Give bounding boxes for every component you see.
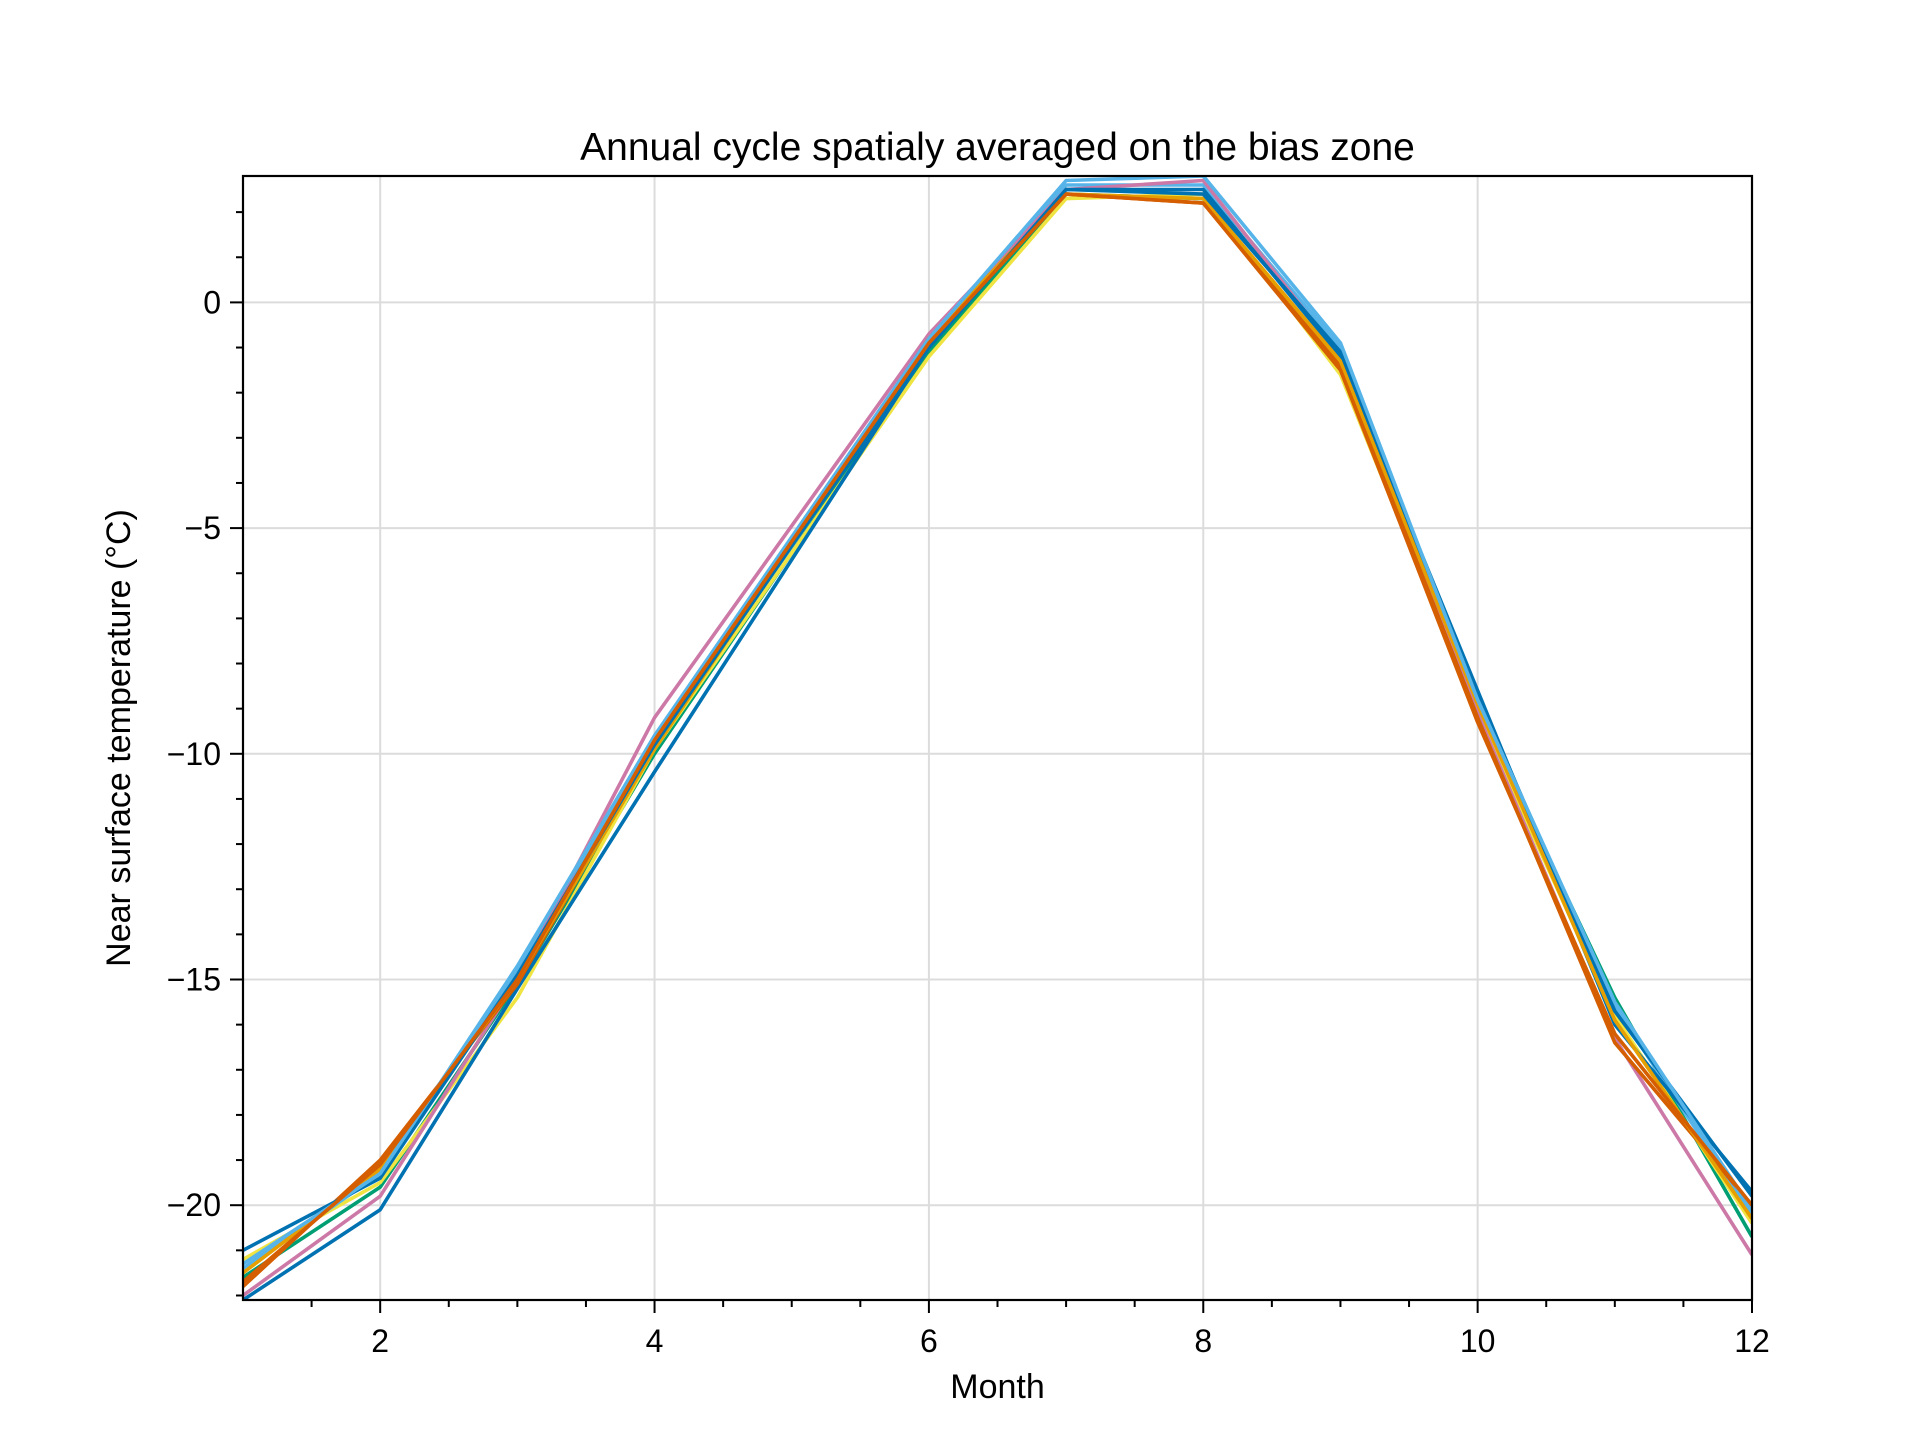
x-axis-label: Month xyxy=(950,1368,1045,1406)
chart-title: Annual cycle spatialy averaged on the bi… xyxy=(580,126,1415,169)
series-line-1 xyxy=(243,192,1752,1279)
series-layer xyxy=(243,176,1752,1300)
tick-layer: 2 4 6 8 10 12 0 −5 −10 −15 −20 xyxy=(167,211,1770,1359)
x-tick-label: 2 xyxy=(371,1323,389,1359)
series-line-10 xyxy=(243,192,1752,1284)
series-line-6 xyxy=(243,192,1752,1288)
series-line-7 xyxy=(243,192,1752,1275)
y-tick-label: −5 xyxy=(185,510,221,546)
series-line-9 xyxy=(243,176,1752,1266)
series-line-4 xyxy=(243,178,1752,1297)
y-tick-label: −10 xyxy=(167,736,221,772)
grid-layer xyxy=(243,176,1753,1300)
series-line-2 xyxy=(243,192,1752,1261)
x-tick-label: 12 xyxy=(1734,1323,1770,1359)
x-tick-label: 6 xyxy=(920,1323,938,1359)
y-axis-label: Near surface temperature (°C) xyxy=(100,509,138,967)
y-tick-label: −20 xyxy=(167,1187,221,1223)
x-tick-label: 4 xyxy=(646,1323,664,1359)
y-tick-label: 0 xyxy=(203,284,221,320)
series-line-8 xyxy=(243,187,1752,1252)
series-line-3 xyxy=(243,183,1752,1270)
x-tick-label: 8 xyxy=(1194,1323,1212,1359)
y-tick-label: −15 xyxy=(167,962,221,998)
x-tick-label: 10 xyxy=(1460,1323,1496,1359)
series-line-5 xyxy=(243,187,1752,1300)
plot-area-frame xyxy=(241,174,1754,1302)
